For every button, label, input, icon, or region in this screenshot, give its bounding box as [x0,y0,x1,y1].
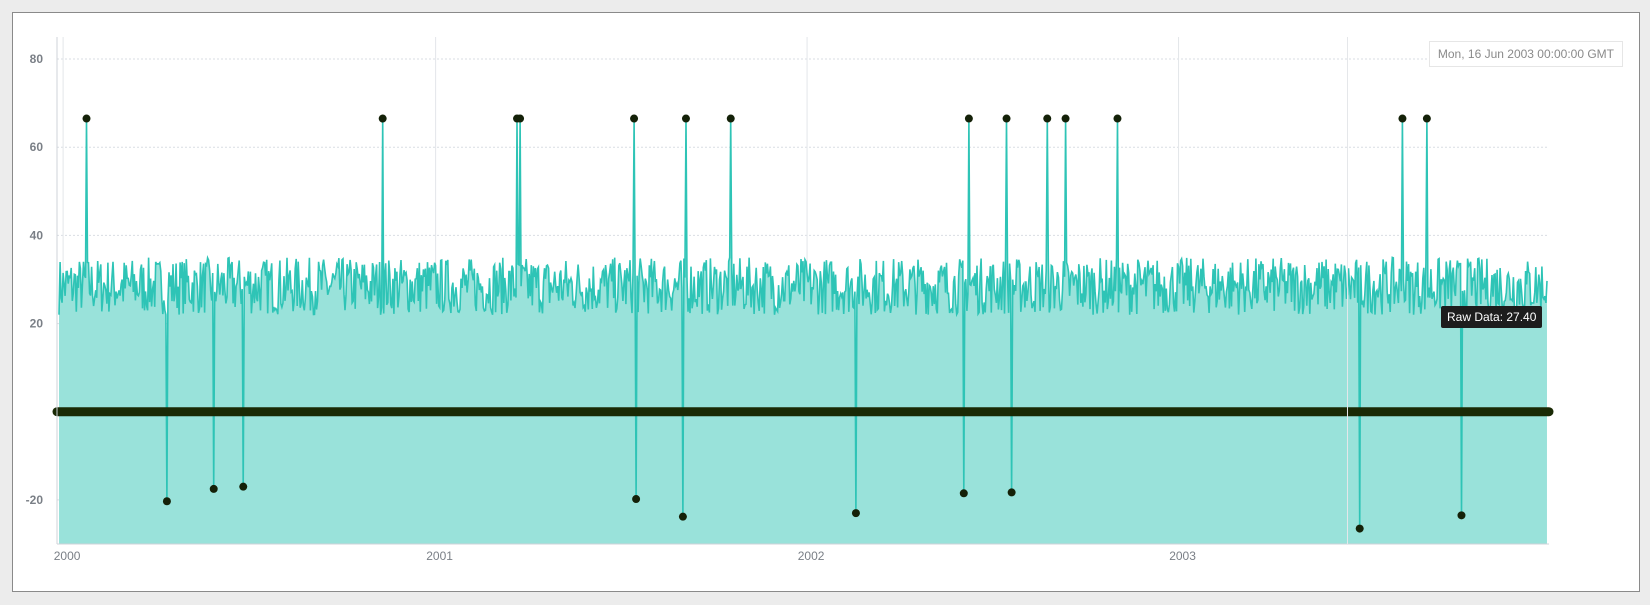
anomaly-point[interactable] [209,484,218,493]
anomaly-point[interactable] [632,495,641,504]
anomaly-point[interactable] [82,114,91,123]
anomaly-point[interactable] [851,509,860,518]
y-tick-label: 60 [30,140,44,154]
y-tick-label: -20 [26,493,44,507]
chart-canvas[interactable]: 80 60 40 20 -20 2000 2001 2002 2003 [13,13,1639,591]
anomaly-point[interactable] [1043,114,1052,123]
anomaly-point[interactable] [1422,114,1431,123]
anomaly-point[interactable] [959,489,968,498]
x-tick-label: 2001 [426,549,453,563]
chart-frame: 80 60 40 20 -20 2000 2001 2002 2003 Mon, 16 Jun … [12,12,1640,592]
y-tick-label: 20 [30,317,44,331]
anomaly-point[interactable] [1457,511,1466,520]
y-tick-label: 80 [30,52,44,66]
y-tick-label: 40 [30,228,44,242]
anomaly-point[interactable] [162,497,171,506]
anomaly-point[interactable] [1113,114,1122,123]
anomaly-point[interactable] [1398,114,1407,123]
hover-date-readout: Mon, 16 Jun 2003 00:00:00 GMT [1428,41,1623,67]
anomaly-point[interactable] [378,114,387,123]
anomaly-point[interactable] [1007,488,1016,497]
anomaly-point[interactable] [726,114,735,123]
anomaly-point[interactable] [516,114,525,123]
anomaly-point[interactable] [239,482,248,491]
anomaly-point[interactable] [1061,114,1070,123]
anomaly-point[interactable] [678,512,687,521]
anomaly-point[interactable] [681,114,690,123]
anomaly-point[interactable] [1355,524,1364,533]
anomaly-point[interactable] [630,114,639,123]
anomaly-point[interactable] [964,114,973,123]
x-tick-label: 2003 [1169,549,1196,563]
x-tick-label: 2000 [54,549,81,563]
series-line[interactable] [58,118,1548,529]
series-area-fill [59,118,1547,544]
data-tooltip: Raw Data: 27.40 [1441,306,1543,328]
anomaly-point[interactable] [1002,114,1011,123]
x-tick-label: 2002 [798,549,825,563]
